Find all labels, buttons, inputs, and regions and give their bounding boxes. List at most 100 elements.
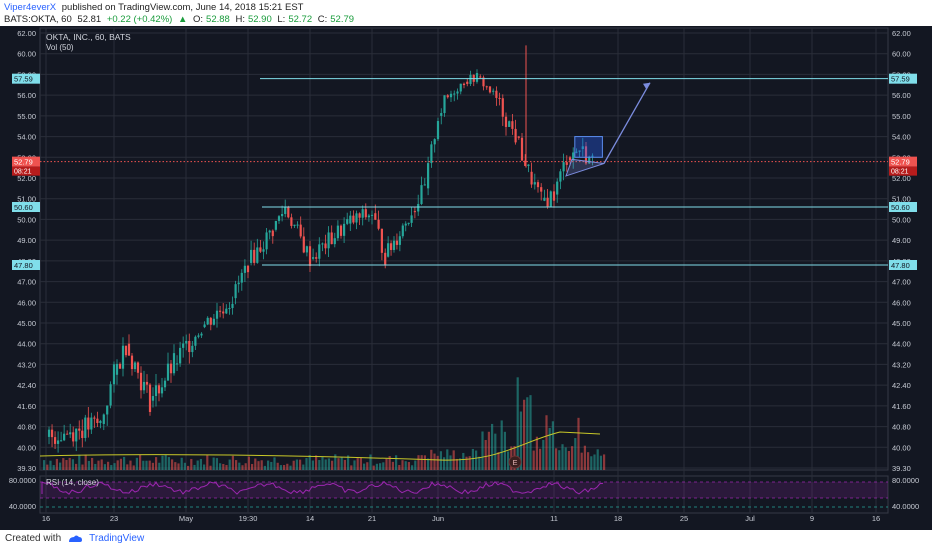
candle-body	[330, 232, 333, 245]
volume-bar	[481, 431, 484, 470]
candle-body	[256, 247, 259, 263]
candle-body	[179, 347, 182, 364]
consolidation-box	[574, 136, 603, 158]
tradingview-link[interactable]: TradingView	[89, 533, 145, 544]
candle-body	[84, 417, 87, 439]
y-tick-label-left: 41.60	[17, 402, 36, 411]
candle-body	[188, 340, 191, 353]
volume-bar	[187, 465, 190, 470]
candle-body	[367, 215, 370, 218]
candle-body	[302, 236, 305, 253]
volume-bar	[526, 397, 529, 470]
high-value: 52.90	[247, 14, 272, 25]
candle-body	[312, 257, 315, 259]
volume-bar	[142, 460, 145, 470]
volume-bar	[334, 454, 337, 470]
ohlc-line: BATS:OKTA, 60 52.81 +0.22 (+0.42%) ▲ O: 5…	[4, 14, 357, 25]
candle-body	[533, 182, 536, 185]
volume-bar	[558, 450, 561, 470]
triangle-drawing	[565, 158, 605, 177]
candle-body	[121, 345, 125, 369]
volume-bar	[81, 464, 84, 470]
volume-bar	[286, 463, 289, 470]
candle-body	[488, 86, 492, 93]
x-tick-label: May	[179, 514, 193, 523]
candle-body	[172, 353, 176, 374]
level-label-left: 47.80	[14, 261, 33, 270]
y-tick-label-left: 50.00	[17, 215, 36, 224]
candle-body	[377, 219, 380, 229]
volume-bar	[305, 458, 308, 470]
candle-body	[78, 428, 81, 431]
candle-body	[154, 385, 158, 397]
volume-bar	[55, 458, 58, 470]
volume-bar	[343, 459, 346, 470]
price-chart[interactable]: 62.0062.0060.0060.0058.0058.0056.0056.00…	[0, 0, 932, 530]
candle-body	[102, 414, 105, 424]
volume-bar	[555, 448, 558, 470]
volume-bar	[491, 423, 494, 470]
candle-body	[498, 97, 501, 99]
candle-body	[250, 249, 253, 263]
candle-body	[262, 249, 265, 252]
volume-bar	[590, 456, 593, 470]
volume-bar	[475, 450, 478, 470]
volume-bar	[151, 462, 154, 470]
current-price-label-right: 52.79	[891, 158, 910, 167]
volume-bar	[603, 454, 606, 470]
volume-bar	[356, 458, 359, 470]
volume-bar	[443, 457, 446, 470]
volume-bar	[366, 462, 369, 470]
candle-body	[296, 224, 299, 226]
y-tick-label-left: 42.40	[17, 381, 36, 390]
candle-body	[520, 137, 524, 161]
candle-body	[479, 76, 482, 78]
volume-bar	[241, 465, 244, 470]
volume-bar	[395, 455, 398, 470]
candle-body	[130, 355, 134, 370]
volume-bar	[580, 452, 583, 470]
rsi-pane	[39, 475, 889, 514]
volume-bar	[209, 465, 212, 470]
volume-bar	[388, 456, 391, 470]
candle-body	[584, 146, 588, 164]
y-tick-label-right: 40.00	[892, 443, 911, 452]
volume-bar	[71, 459, 74, 470]
close-value: 52.79	[330, 14, 355, 25]
y-tick-label-right: 60.00	[892, 50, 911, 59]
author-link[interactable]: Viper4everX	[4, 2, 57, 13]
candle-body	[395, 240, 399, 245]
low-label: L:	[277, 14, 286, 25]
symbol-label: BATS:OKTA, 60	[4, 14, 72, 25]
volume-bar	[327, 458, 330, 470]
candle-body	[588, 156, 591, 164]
volume-bar	[379, 463, 382, 470]
candle-body	[69, 432, 72, 435]
current-price-label-left: 52.79	[14, 158, 33, 167]
candle-body	[370, 214, 374, 216]
candle-body	[206, 317, 209, 325]
candle-body	[240, 272, 243, 283]
created-with-label: Created with	[5, 533, 62, 544]
candle-body	[568, 157, 572, 161]
y-tick-label-right: 56.00	[892, 91, 911, 100]
volume-bar	[433, 453, 436, 470]
y-tick-label-left: 39.30	[17, 464, 36, 473]
volume-bar	[123, 456, 126, 470]
countdown-box-right	[889, 166, 917, 176]
volume-bar	[180, 457, 183, 470]
volume-bar	[462, 452, 465, 470]
candle-body	[336, 225, 339, 239]
volume-bar	[299, 459, 302, 470]
change-value: +0.22 (+0.42%)	[106, 14, 173, 25]
volume-bar	[404, 461, 407, 470]
candle-body	[443, 95, 446, 114]
volume-bar	[228, 459, 231, 470]
candle-body	[374, 213, 377, 220]
volume-bar	[158, 462, 161, 470]
candle-body	[160, 387, 164, 394]
volume-bar	[465, 456, 468, 470]
candle-body	[228, 308, 231, 310]
candle-body	[436, 121, 440, 140]
x-tick-label: 9	[810, 514, 814, 523]
